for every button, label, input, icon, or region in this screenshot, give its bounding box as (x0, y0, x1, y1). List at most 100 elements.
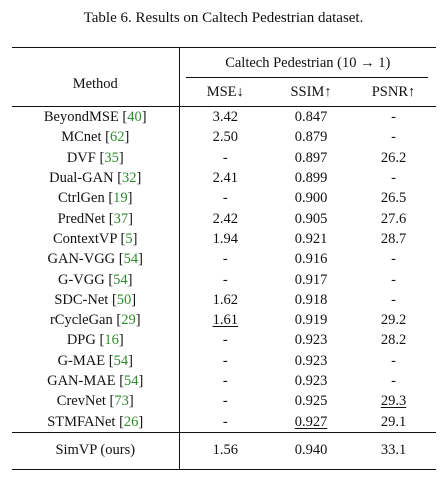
ssim-cell: 0.923 (271, 351, 351, 371)
psnr-cell: 27.6 (351, 208, 436, 228)
citation-link[interactable]: 54 (113, 352, 129, 369)
results-table: Caltech Pedestrian (10 → 1) Method MSE↓ … (12, 47, 436, 470)
ssim-value: 0.905 (294, 210, 328, 227)
ssim-value: 0.923 (294, 332, 328, 349)
psnr-cell: 28.7 (351, 229, 436, 249)
method-name: STMFANet (47, 413, 116, 430)
ssim-cell: 0.923 (271, 330, 351, 350)
table-row: PredNet [37] 2.42 0.905 27.6 (12, 208, 436, 229)
psnr-value: 28.7 (380, 230, 407, 247)
method-name: rCycleGan (49, 312, 113, 329)
citation-link[interactable]: 16 (104, 332, 119, 349)
ssim-cell: 0.916 (271, 249, 351, 269)
mse-value: - (222, 373, 228, 389)
method-name: SDC-Net (54, 291, 109, 308)
ssim-cell: 0.897 (271, 148, 351, 168)
method-cell: rCycleGan [29] (49, 312, 141, 329)
ssim-cell: 0.905 (271, 208, 351, 228)
psnr-value: 27.6 (380, 210, 407, 227)
citation-link[interactable]: 19 (113, 190, 128, 207)
citation-link[interactable]: 29 (121, 312, 136, 329)
mse-value: - (222, 251, 228, 268)
citation-link[interactable]: 62 (109, 129, 125, 146)
psnr-value: - (391, 291, 396, 308)
citation-link[interactable]: 35 (104, 149, 119, 166)
psnr-value: 29.3 (380, 393, 407, 410)
method-cell: BeyondMSE [40] (12, 106, 179, 128)
mse-cell: - (178, 188, 271, 209)
ssim-cell: 0.927 (271, 411, 351, 432)
citation-link[interactable]: 40 (127, 109, 142, 126)
psnr-cell: - (351, 168, 436, 188)
group-underline (185, 77, 428, 78)
method-cell: ContextVP [5] (53, 230, 138, 247)
method-cell: GAN-VGG [54] (47, 251, 143, 268)
header-row-group: Caltech Pedestrian (10 → 1) (12, 47, 436, 78)
psnr-cell: 29.1 (351, 411, 436, 432)
citation-link[interactable]: 37 (113, 210, 129, 227)
mse-value: - (222, 332, 228, 349)
mse-value: 2.42 (212, 210, 238, 227)
citation-link[interactable]: 26 (123, 413, 139, 430)
ssim-cell: 0.847 (271, 106, 351, 128)
method-cell: GAN-MAE [54] (47, 373, 144, 389)
method-cell: CrevNet [73] (56, 393, 134, 410)
citation-link[interactable]: 54 (113, 271, 128, 288)
mse-cell: 3.42 (178, 106, 271, 128)
ssim-value: 0.921 (294, 230, 328, 247)
ssim-cell: 0.923 (271, 371, 351, 391)
mse-value: - (222, 149, 228, 166)
mse-value: - (222, 352, 228, 369)
citation-link[interactable]: 73 (114, 393, 129, 410)
citation-link[interactable]: 54 (124, 373, 139, 389)
table-row: BeyondMSE [40] 3.42 0.847 - (12, 106, 436, 128)
method-cell: SDC-Net [50] (54, 291, 137, 308)
ssim-value: 0.919 (294, 312, 328, 329)
method-name: CrevNet (56, 393, 106, 410)
citation-link[interactable]: 50 (116, 291, 132, 308)
method-name: BeyondMSE (43, 109, 119, 126)
table-row: rCycleGan [29] 1.61 0.919 29.2 (12, 309, 436, 331)
method-name: G-VGG (57, 271, 105, 288)
method-name: GAN-MAE (47, 373, 116, 389)
mse-value: 1.61 (212, 312, 238, 329)
psnr-value: 26.5 (380, 190, 407, 207)
method-name: ContextVP (53, 230, 117, 247)
mse-cell: 2.42 (178, 208, 271, 229)
mse-cell: - (178, 350, 271, 371)
ssim-cell: 0.879 (271, 127, 351, 147)
table-body: BeyondMSE [40] 3.42 0.847 - MCnet [62] 2.50 0.… (12, 106, 436, 433)
psnr-value: 28.2 (380, 332, 407, 349)
mse-value: 2.50 (212, 129, 238, 146)
psnr-value: 29.2 (380, 312, 407, 329)
ssim-cell: 0.900 (271, 188, 351, 208)
table-row: G-MAE [54] - 0.923 - (12, 350, 436, 371)
mse-value: 2.41 (212, 170, 238, 187)
table-row: ContextVP [5] 1.94 0.921 28.7 (12, 228, 436, 250)
psnr-value: 26.2 (380, 149, 407, 166)
psnr-cell: 28.2 (351, 330, 436, 350)
ssim-cell: 0.925 (271, 391, 351, 411)
mse-value: 1.94 (212, 230, 238, 247)
citation-link[interactable]: 54 (123, 251, 139, 268)
ssim-value: 0.925 (294, 393, 328, 410)
psnr-cell: 26.2 (351, 148, 436, 168)
psnr-value: - (391, 271, 396, 288)
table-row: MCnet [62] 2.50 0.879 - (12, 127, 436, 148)
method-cell: G-VGG [54] (57, 271, 133, 288)
header-method: Method (72, 76, 118, 92)
table-row: CrevNet [73] - 0.925 29.3 (12, 391, 436, 412)
mse-value: - (222, 271, 228, 288)
method-cell: MCnet [62] (61, 129, 130, 146)
mse-value: - (222, 393, 228, 410)
citation-link[interactable]: 5 (125, 230, 133, 247)
header-ssim: SSIM↑ (290, 83, 332, 100)
mse-value: - (222, 190, 228, 207)
mse-cell: 2.41 (178, 167, 271, 189)
citation-link[interactable]: 32 (122, 170, 137, 187)
ssim-value: 0.923 (294, 352, 328, 369)
mse-value: 3.42 (212, 109, 238, 126)
psnr-cell: - (351, 127, 436, 147)
psnr-value: - (391, 170, 396, 187)
ours-mse: 1.56 (178, 431, 271, 470)
